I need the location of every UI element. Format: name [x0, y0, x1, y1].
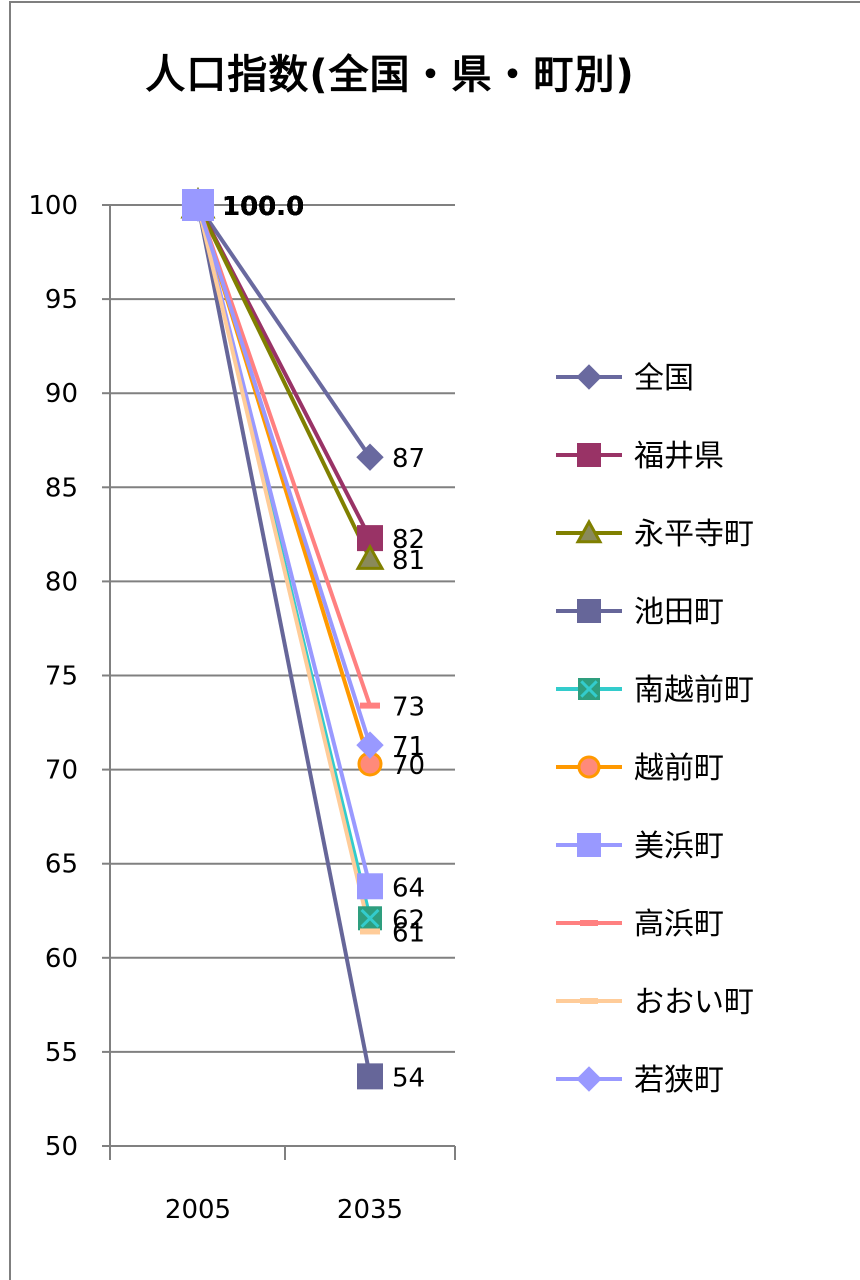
end-value-label-6: 64 — [392, 873, 425, 903]
legend-label-5: 越前町 — [634, 751, 724, 786]
chart-border — [9, 1, 860, 1280]
start-value-label-9: 100.0 — [222, 192, 304, 222]
series-line-0 — [196, 203, 372, 459]
y-tick-label: 70 — [45, 756, 78, 786]
end-value-label-1: 82 — [392, 525, 425, 555]
start-value-label-4: 100.0 — [222, 192, 304, 222]
legend-label-1: 福井県 — [634, 439, 724, 474]
end-value-label-9: 71 — [392, 732, 425, 762]
legend-marker-5 — [577, 755, 601, 779]
chart-title: 人口指数(全国・県・町別) — [145, 52, 635, 98]
series-end-marker-3 — [357, 1063, 383, 1090]
series-lines — [196, 203, 372, 1077]
series-end-marker-9 — [356, 731, 384, 759]
legend-marker-4-stroke — [580, 680, 598, 698]
series-end-marker-8 — [360, 928, 380, 935]
series-markers — [180, 186, 385, 1090]
series-line-8 — [196, 204, 372, 932]
legend-marker-2 — [575, 518, 603, 544]
legend-label-6: 美浜町 — [634, 829, 724, 864]
legend-marker-6 — [577, 833, 601, 857]
y-tick-label: 60 — [45, 944, 78, 974]
legend-label-4: 南越前町 — [634, 673, 754, 708]
end-value-label-4: 62 — [392, 905, 425, 935]
start-value-label-7: 100.0 — [222, 192, 304, 222]
y-tick-label: 55 — [45, 1038, 78, 1068]
legend-marker-0 — [576, 364, 602, 390]
end-value-label-2: 81 — [392, 546, 425, 576]
start-value-label-6: 100.0 — [222, 192, 304, 222]
start-value-label-2: 100.0 — [222, 192, 304, 222]
start-value-label-1: 100.0 — [222, 192, 304, 222]
series-line-3 — [196, 204, 372, 1077]
legend-label-2: 永平寺町 — [634, 517, 754, 552]
y-tick-label: 75 — [45, 662, 78, 692]
series-end-marker-4-stroke — [360, 908, 380, 928]
legend-marker-9 — [576, 1066, 602, 1092]
legend-marker-8 — [580, 998, 598, 1004]
legend-marker-7 — [580, 920, 598, 926]
legend-marker-1 — [577, 443, 601, 467]
start-value-label-8: 100.0 — [222, 192, 304, 222]
end-value-label-7: 73 — [392, 693, 425, 723]
legend-label-3: 池田町 — [634, 595, 724, 630]
legend-label-8: おおい町 — [634, 985, 754, 1020]
legend-label-7: 高浜町 — [634, 907, 724, 942]
series-end-marker-6 — [357, 873, 383, 900]
series-end-marker-7 — [360, 702, 380, 709]
end-value-label-0: 87 — [392, 444, 425, 474]
legend-label-0: 全国 — [634, 361, 694, 396]
series-end-marker-2 — [355, 543, 385, 570]
end-value-label-8: 61 — [392, 918, 425, 948]
y-tick-label: 85 — [45, 473, 78, 503]
y-tick-label: 50 — [45, 1132, 78, 1162]
series-line-2 — [196, 204, 372, 560]
y-tick-label: 90 — [45, 379, 78, 409]
legend-label-9: 若狭町 — [634, 1063, 724, 1098]
y-tick-label: 80 — [45, 567, 78, 597]
series-line-9 — [196, 204, 372, 746]
end-value-label-5: 70 — [392, 751, 425, 781]
start-value-label-3: 100.0 — [222, 192, 304, 222]
series-end-marker-0 — [356, 443, 384, 471]
series-start-marker-9 — [181, 188, 215, 222]
start-value-label-0: 100.0 — [222, 192, 304, 222]
x-tick-label: 2035 — [337, 1195, 403, 1225]
y-tick-label: 100 — [28, 191, 78, 221]
data-labels: 100.0100.0100.0100.0100.0100.0100.0100.0… — [222, 192, 425, 1093]
end-value-label-3: 54 — [392, 1063, 425, 1093]
axes: 50 55 60 65 70 75 80 85 90 95 100 2005 2035 — [28, 191, 456, 1225]
y-tick-label: 65 — [45, 850, 78, 880]
gridlines — [110, 204, 455, 1053]
start-value-label-5: 100.0 — [222, 192, 304, 222]
y-tick-label: 95 — [45, 285, 78, 315]
x-tick-label: 2005 — [165, 1195, 231, 1225]
legend-marker-3 — [577, 599, 601, 623]
